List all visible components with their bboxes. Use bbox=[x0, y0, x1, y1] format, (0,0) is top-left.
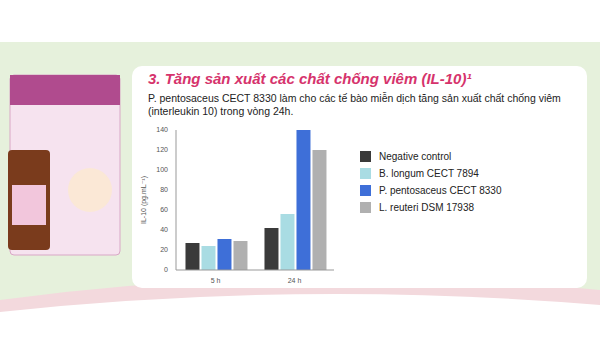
html-text:P. pentosaceus CECT 8330: P. pentosaceus CECT 8330 bbox=[379, 185, 502, 196]
svg-text:40: 40 bbox=[160, 226, 168, 233]
svg-text:20: 20 bbox=[160, 246, 168, 253]
html-text:3. Tăng sản xuất các chất chốn: 3. Tăng sản xuất các chất chống viêm (IL… bbox=[148, 70, 472, 87]
svg-text:120: 120 bbox=[156, 146, 168, 153]
svg-text:24 h: 24 h bbox=[288, 277, 302, 284]
svg-text:5 h: 5 h bbox=[211, 277, 221, 284]
svg-text:IL-10 (pg.mL⁻¹): IL-10 (pg.mL⁻¹) bbox=[140, 176, 148, 224]
html-text:Negative control: Negative control bbox=[379, 151, 452, 162]
svg-text:140: 140 bbox=[156, 126, 168, 133]
svg-text:60: 60 bbox=[160, 206, 168, 213]
svg-text:100: 100 bbox=[156, 166, 168, 173]
html-text:L. reuteri DSM 17938: L. reuteri DSM 17938 bbox=[379, 202, 475, 213]
svg-text:0: 0 bbox=[164, 266, 168, 273]
svg-text:80: 80 bbox=[160, 186, 168, 193]
html-text:P. pentosaceus CECT 8330 làm c: P. pentosaceus CECT 8330 làm cho các tế … bbox=[148, 92, 561, 117]
html-text:B. longum CECT 7894: B. longum CECT 7894 bbox=[379, 168, 479, 179]
